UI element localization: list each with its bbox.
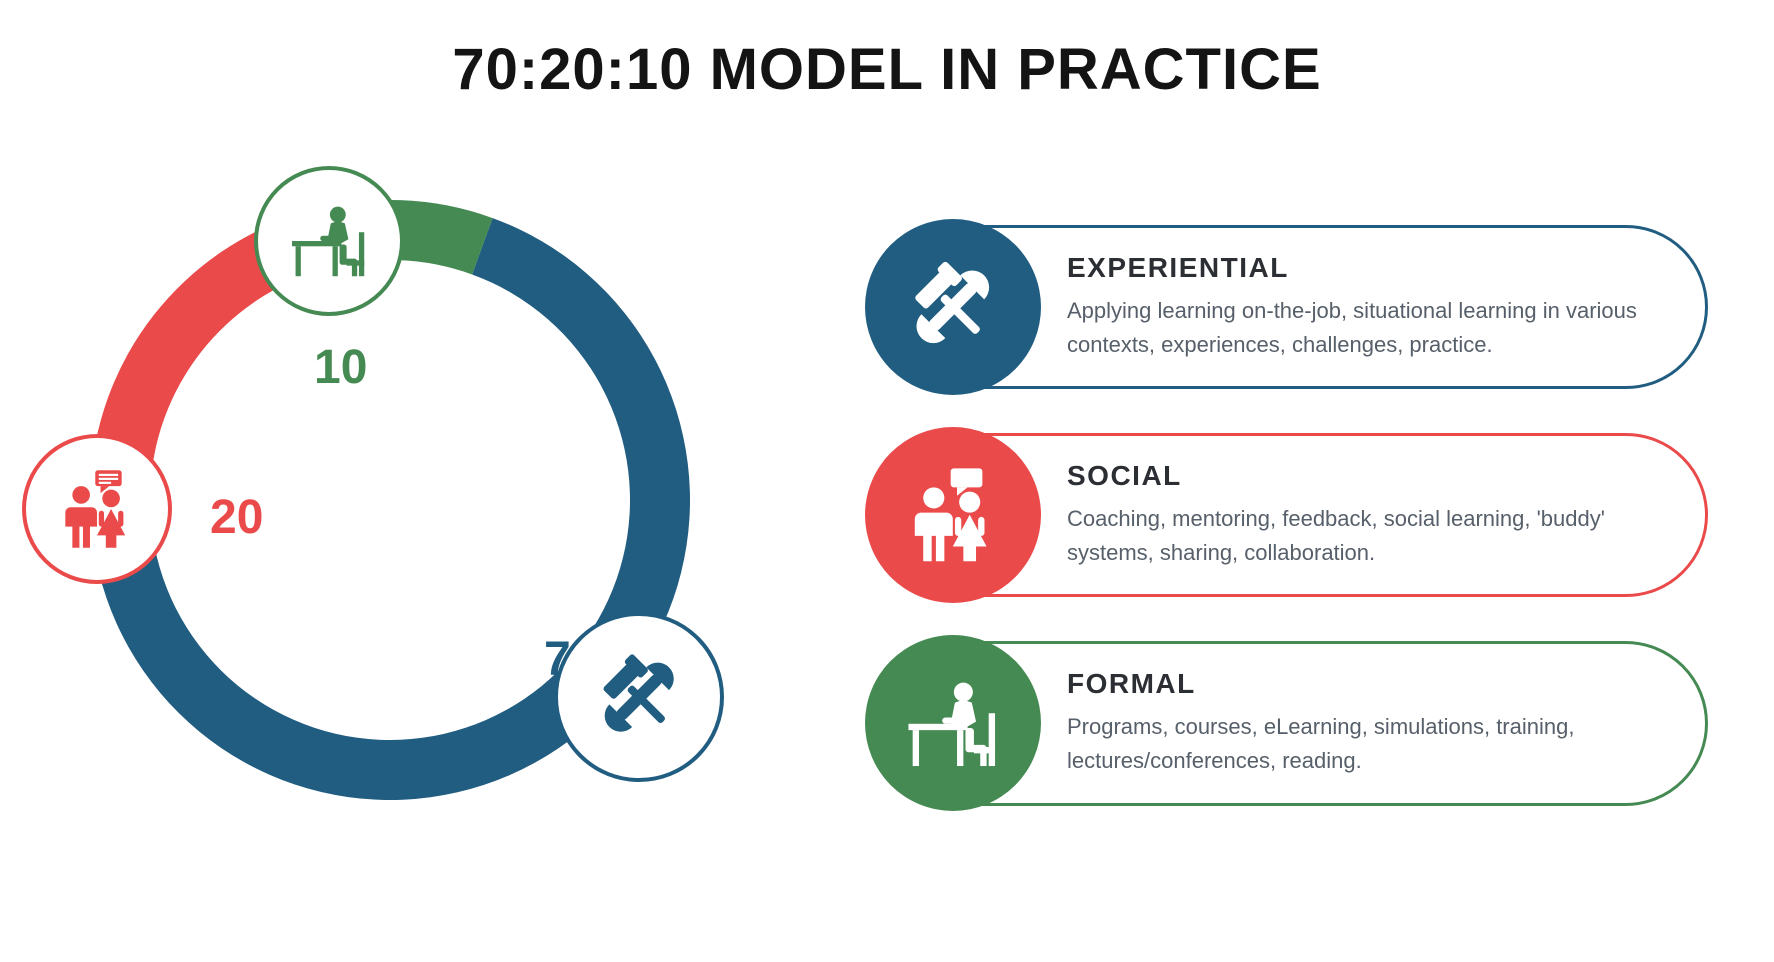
legend-item-social: SOCIAL Coaching, mentoring, feedback, soc…	[868, 433, 1708, 597]
legend-body-social: Coaching, mentoring, feedback, social le…	[1067, 502, 1665, 570]
legend-circle-experiential	[865, 219, 1041, 395]
desk-icon	[900, 671, 1006, 777]
legend-heading-experiential: EXPERIENTIAL	[1067, 252, 1665, 284]
legend-item-formal: FORMAL Programs, courses, eLearning, simu…	[868, 641, 1708, 805]
donut-badge-formal	[254, 166, 404, 316]
donut-label-social: 20	[210, 490, 263, 545]
donut-label-formal: 10	[314, 340, 367, 395]
legend-body-experiential: Applying learning on-the-job, situationa…	[1067, 294, 1665, 362]
donut-badge-social	[22, 434, 172, 584]
tools-icon	[900, 254, 1006, 360]
legend-body-formal: Programs, courses, eLearning, simulation…	[1067, 710, 1665, 778]
legend-circle-formal	[865, 635, 1041, 811]
tools-icon	[589, 647, 689, 747]
legend-heading-formal: FORMAL	[1067, 668, 1665, 700]
legend-heading-social: SOCIAL	[1067, 460, 1665, 492]
legend-circle-social	[865, 427, 1041, 603]
legend: EXPERIENTIAL Applying learning on-the-job…	[868, 225, 1708, 806]
desk-icon	[285, 197, 373, 285]
donut-badge-experiential	[554, 612, 724, 782]
donut-chart: 702010	[60, 170, 720, 830]
page-title: 70:20:10 MODEL IN PRACTICE	[0, 36, 1774, 103]
people-icon	[53, 465, 141, 553]
people-icon	[900, 462, 1006, 568]
legend-item-experiential: EXPERIENTIAL Applying learning on-the-job…	[868, 225, 1708, 389]
